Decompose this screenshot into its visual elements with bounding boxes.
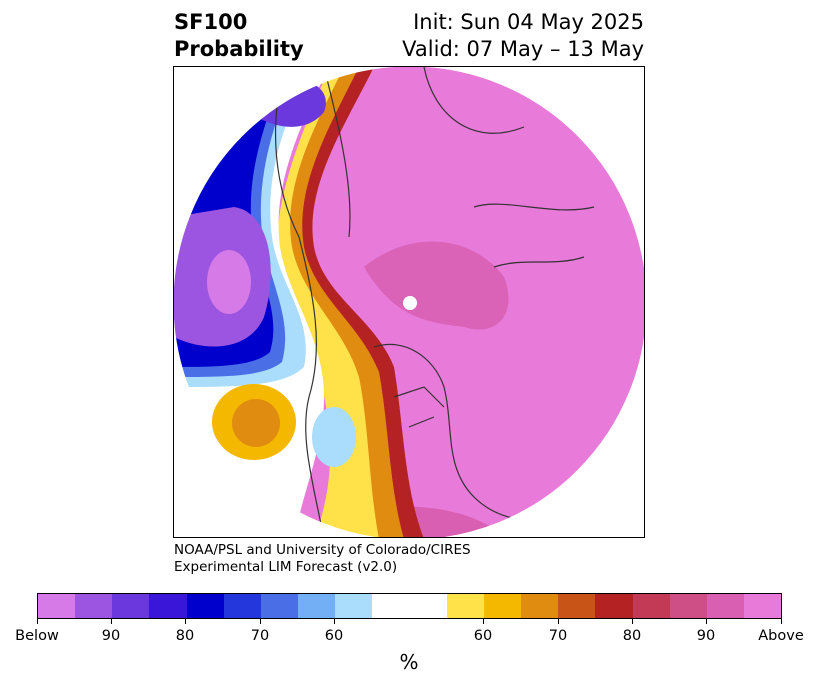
- colorbar-tick: [632, 619, 633, 624]
- colorbar-tick: [558, 619, 559, 624]
- colorbar-segment: [743, 594, 782, 618]
- valid-range: Valid: 07 May – 13 May: [402, 37, 644, 61]
- colorbar-tick-label: 70: [250, 628, 270, 644]
- colorbar-tick: [111, 619, 112, 624]
- colorbar-tick-label: 90: [101, 628, 121, 644]
- colorbar: [37, 593, 782, 619]
- colorbar-tick: [260, 619, 261, 624]
- map-title: SF100 Probability: [174, 9, 304, 63]
- forecast-dates: Init: Sun 04 May 2025 Valid: 07 May – 13…: [402, 9, 644, 63]
- colorbar-segment: [260, 594, 299, 618]
- colorbar-segment: [446, 594, 484, 618]
- colorbar-segment: [669, 594, 707, 618]
- above-60-band: [285, 67, 404, 537]
- colorbar-tick-label: Below: [15, 628, 59, 644]
- colorbar-tick-label: 80: [175, 628, 195, 644]
- above-70-pacific: [232, 399, 280, 447]
- colorbar-segment: [112, 594, 150, 618]
- colorbar-segment: [409, 594, 447, 618]
- colorbar-segment: [186, 594, 224, 618]
- colorbar-segment: [298, 594, 336, 618]
- colorbar-tick: [185, 619, 186, 624]
- title-line-2: Probability: [174, 37, 304, 61]
- colorbar-segment: [149, 594, 187, 618]
- colorbar-tick: [334, 619, 335, 624]
- colorbar-tick-label: 70: [548, 628, 568, 644]
- credit: NOAA/PSL and University of Colorado/CIRE…: [174, 542, 471, 576]
- colorbar-tick: [706, 619, 707, 624]
- colorbar-segment: [372, 594, 410, 618]
- colorbar-segment: [595, 594, 633, 618]
- init-date: Init: Sun 04 May 2025: [413, 10, 644, 34]
- colorbar-tick-label: 90: [696, 628, 716, 644]
- above-50-band: [277, 67, 379, 537]
- credit-line-2: Experimental LIM Forecast (v2.0): [174, 559, 398, 575]
- colorbar-segment: [483, 594, 522, 618]
- colorbar-segment: [223, 594, 261, 618]
- colorbar-tick-label: 60: [473, 628, 493, 644]
- credit-line-1: NOAA/PSL and University of Colorado/CIRE…: [174, 542, 471, 558]
- north-pole-marker: [403, 296, 417, 310]
- colorbar-segment: [75, 594, 113, 618]
- colorbar-segment: [632, 594, 670, 618]
- below-60-us-west: [312, 407, 356, 467]
- title-line-1: SF100: [174, 10, 248, 34]
- colorbar-unit: %: [399, 650, 419, 674]
- below-extreme-region: [207, 250, 251, 314]
- colorbar-segment: [706, 594, 744, 618]
- colorbar-tick-label: 60: [324, 628, 344, 644]
- colorbar-tick: [483, 619, 484, 624]
- probability-map: [173, 66, 645, 538]
- colorbar-segment: [38, 594, 76, 618]
- colorbar-tick: [781, 619, 782, 624]
- colorbar-tick: [37, 619, 38, 624]
- colorbar-segment: [335, 594, 373, 618]
- colorbar-segment: [521, 594, 559, 618]
- map-svg: [174, 67, 644, 537]
- coastlines: [274, 67, 605, 537]
- colorbar-segment: [558, 594, 596, 618]
- colorbar-tick-label: Above: [758, 628, 804, 644]
- above-70-band: [292, 67, 424, 537]
- colorbar-tick-label: 80: [622, 628, 642, 644]
- above-80-region: [364, 241, 509, 330]
